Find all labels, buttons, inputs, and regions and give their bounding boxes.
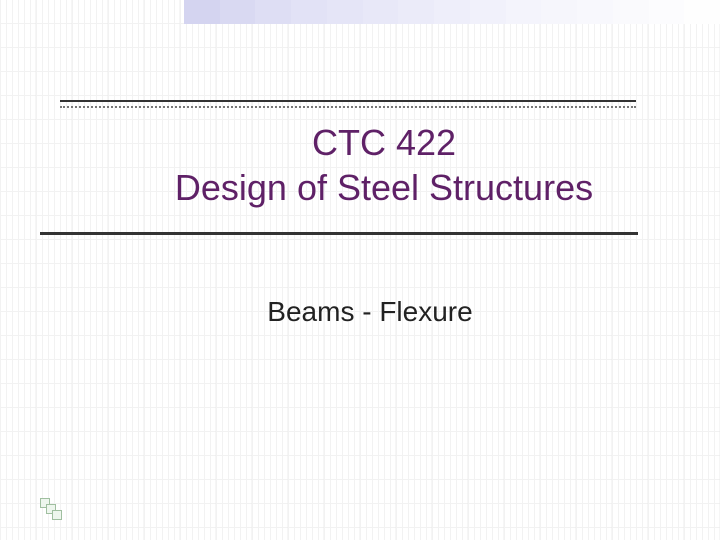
header-swatch (255, 0, 291, 24)
header-gradient-band (184, 0, 720, 24)
header-swatch (684, 0, 720, 24)
header-swatch (470, 0, 506, 24)
header-swatch (613, 0, 649, 24)
header-swatch (506, 0, 542, 24)
slide-title: CTC 422 Design of Steel Structures (124, 120, 644, 210)
course-name: Design of Steel Structures (124, 165, 644, 210)
slide-subtitle: Beams - Flexure (200, 296, 540, 328)
header-swatch (184, 0, 220, 24)
horizontal-rule-single (40, 232, 638, 235)
header-swatch (398, 0, 434, 24)
header-swatch (291, 0, 327, 24)
header-swatch (434, 0, 470, 24)
header-swatch (577, 0, 613, 24)
slide-grid-background (0, 0, 720, 540)
header-swatch (363, 0, 399, 24)
header-swatch (327, 0, 363, 24)
header-swatch (220, 0, 256, 24)
course-code: CTC 422 (124, 120, 644, 165)
header-swatch (649, 0, 685, 24)
horizontal-rule-double (60, 100, 636, 102)
corner-decoration (40, 498, 62, 520)
header-swatch (541, 0, 577, 24)
